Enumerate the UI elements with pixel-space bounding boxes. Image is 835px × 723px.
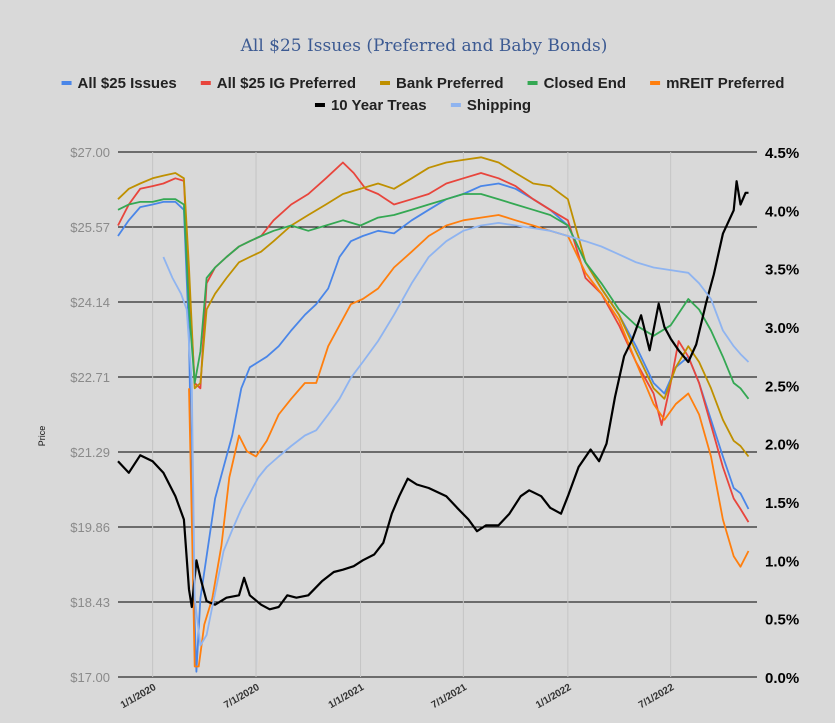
legend-label: All $25 IG Preferred (217, 75, 356, 92)
y-tick-label-left: $18.43 (70, 595, 110, 610)
y-tick-label-right: 2.0% (765, 437, 799, 454)
series-lines (117, 156, 750, 673)
series-line-shipping (162, 221, 750, 647)
series-line-all-25-issues (117, 182, 750, 673)
y-tick-label-left: $17.00 (70, 670, 110, 685)
legend-label: Bank Preferred (396, 75, 504, 92)
y-axis-label: Price (37, 426, 47, 447)
legend-label: Shipping (467, 97, 531, 114)
legend-label: 10 Year Treas (331, 97, 427, 114)
legend-label: Closed End (544, 75, 627, 92)
x-tick-label: 7/1/2021 (430, 682, 470, 711)
chart-title: All $25 Issues (Preferred and Baby Bonds… (240, 36, 608, 56)
y-tick-label-right: 2.5% (765, 378, 799, 395)
legend-label: mREIT Preferred (666, 75, 784, 92)
x-tick-label: 7/1/2022 (637, 682, 677, 711)
legend: All $25 Issues All $25 IG Preferred Bank P… (61, 75, 784, 114)
y-tick-label-right: 3.0% (765, 320, 799, 337)
series-line-all-25-ig-preferred (117, 161, 750, 523)
x-tick-label: 1/1/2021 (327, 682, 367, 711)
y-tick-label-right: 1.0% (765, 553, 799, 570)
y-tick-label-left: $22.71 (70, 370, 110, 385)
y-tick-label-right: 4.5% (765, 145, 799, 162)
y-tick-label-right: 1.5% (765, 495, 799, 512)
legend-item: All $25 IG Preferred (200, 75, 356, 92)
y-tick-label-left: $24.14 (70, 295, 110, 310)
x-tick-label: 1/1/2020 (119, 682, 159, 711)
y-tick-label-left: $19.86 (70, 520, 110, 535)
series-line-bank-preferred (117, 156, 750, 458)
y-tick-label-left: $25.57 (70, 220, 110, 235)
y-tick-label-right: 0.0% (765, 670, 799, 687)
y-tick-label-left: $21.29 (70, 445, 110, 460)
y-tick-label-right: 4.0% (765, 203, 799, 220)
legend-item: Closed End (527, 75, 627, 92)
legend-item: Shipping (450, 97, 531, 114)
y-axis-left: $27.00 $25.57 $24.14 $22.71 $21.29 $19.86 $18.… (70, 145, 110, 685)
series-line-closed-end (117, 193, 750, 400)
y-tick-label-right: 3.5% (765, 262, 799, 279)
legend-item: 10 Year Treas (314, 97, 427, 114)
x-axis: 1/1/2020 7/1/2020 1/1/2021 7/1/2021 1/1/2022… (119, 682, 677, 711)
legend-item: All $25 Issues (61, 75, 177, 92)
y-tick-label-left: $27.00 (70, 145, 110, 160)
x-tick-label: 1/1/2022 (534, 682, 574, 711)
legend-item: mREIT Preferred (650, 75, 784, 92)
y-axis-right: 4.5% 4.0% 3.5% 3.0% 2.5% 2.0% 1.5% 1.0% 0.5% 0.0% (765, 145, 799, 687)
legend-label: All $25 Issues (78, 75, 177, 92)
legend-item: Bank Preferred (380, 75, 504, 92)
x-tick-label: 7/1/2020 (222, 682, 262, 711)
series-line-mreit-preferred (188, 214, 750, 668)
gridlines (118, 151, 757, 678)
y-tick-label-right: 0.5% (765, 612, 799, 629)
